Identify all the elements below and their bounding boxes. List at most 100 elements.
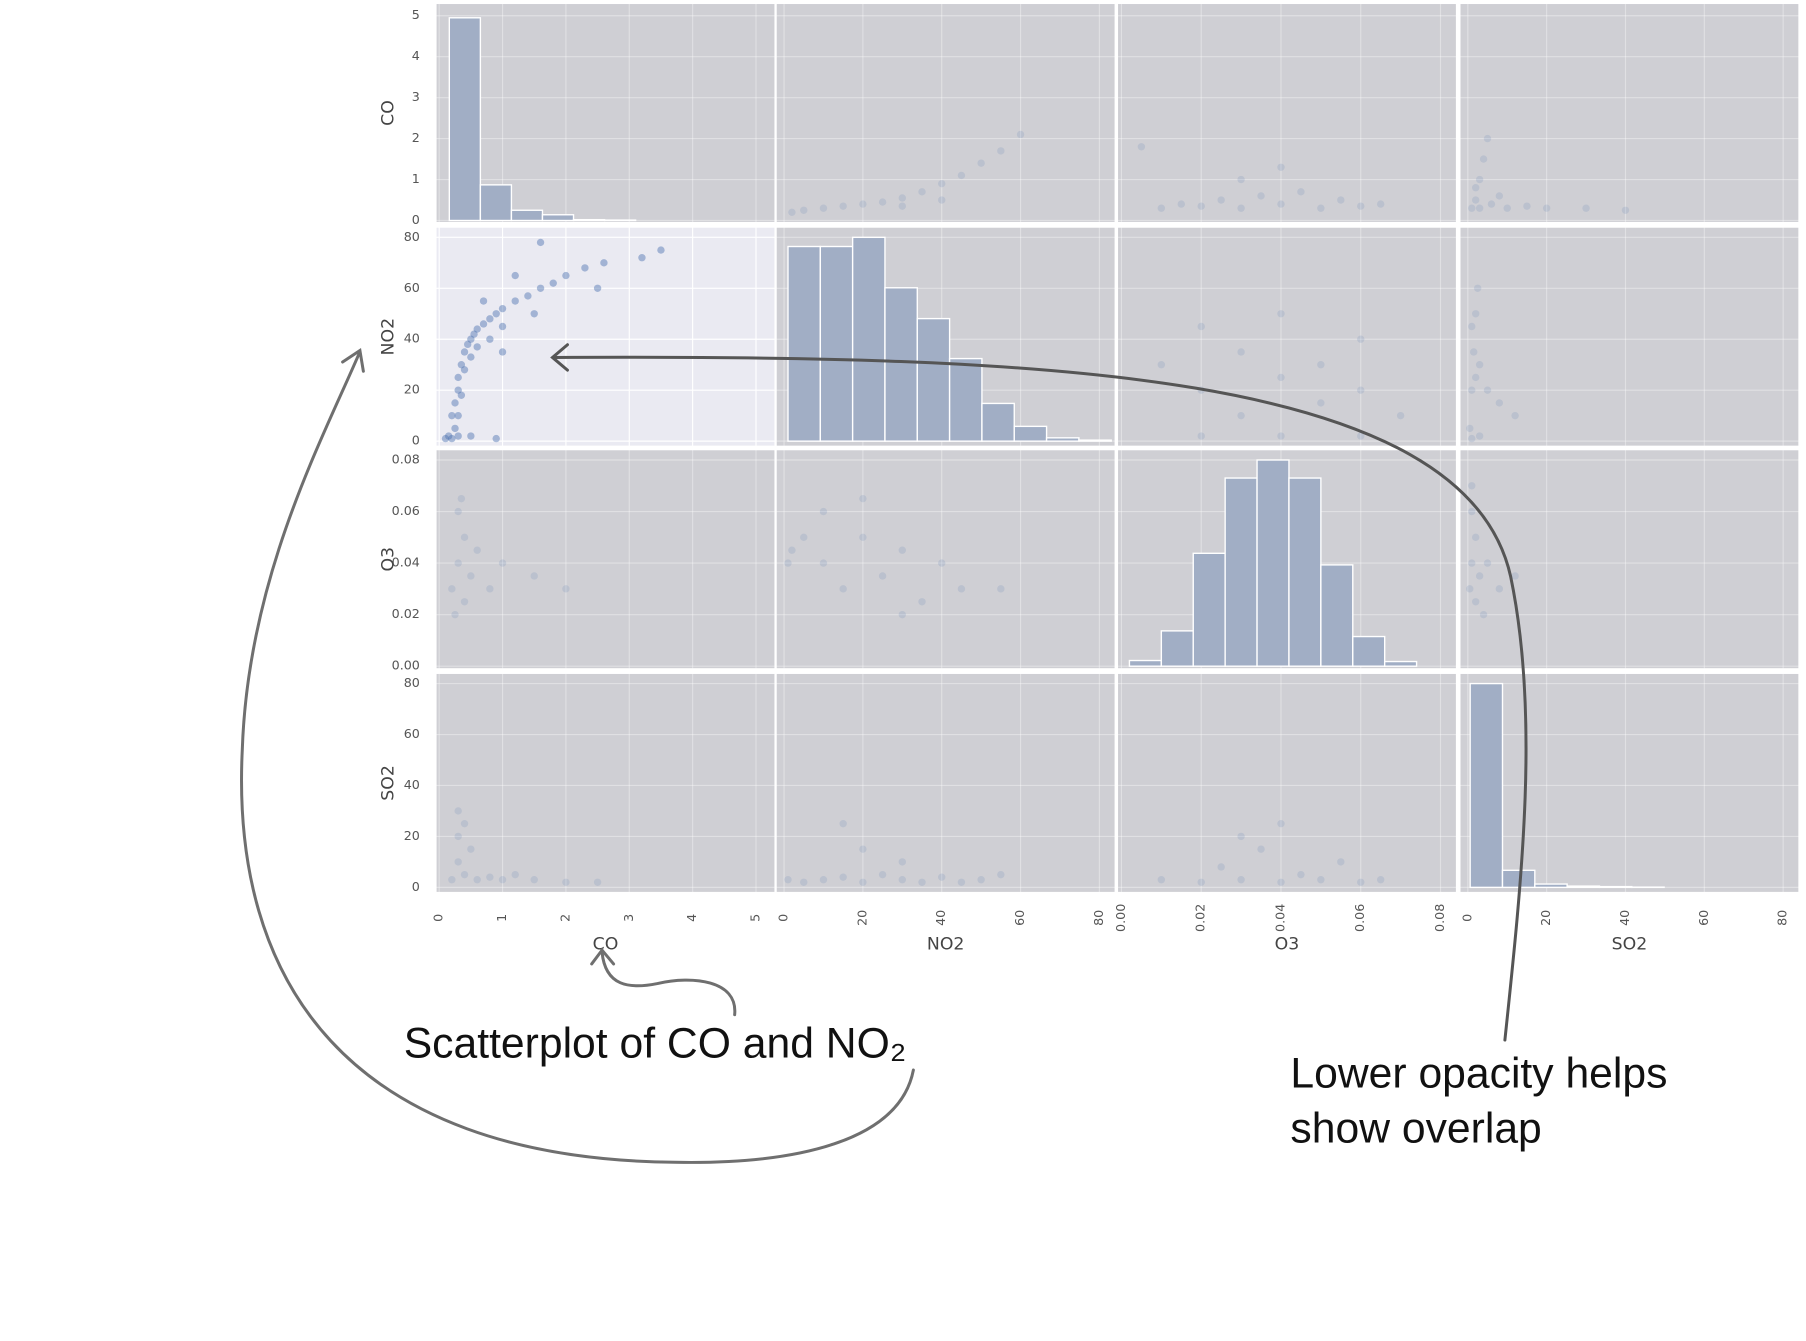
y-tick-label: 0 bbox=[412, 433, 420, 448]
scatter-point bbox=[977, 159, 985, 167]
scatter-point bbox=[467, 335, 475, 343]
histogram-bar bbox=[1160, 630, 1194, 667]
scatter-point bbox=[492, 434, 500, 443]
scatter-point bbox=[1495, 399, 1504, 407]
scatter-point bbox=[1468, 434, 1476, 443]
panel bbox=[1116, 2, 1458, 224]
panel-background bbox=[1459, 2, 1800, 224]
scatter-point bbox=[977, 876, 985, 884]
histogram-bar bbox=[1352, 635, 1386, 667]
scatter-point bbox=[898, 202, 906, 210]
scatter-point bbox=[1472, 373, 1480, 382]
scatter-point bbox=[638, 254, 646, 262]
scatter-point bbox=[938, 559, 946, 567]
scatter-point bbox=[957, 585, 966, 593]
scatter-point bbox=[593, 284, 602, 292]
scatter-point bbox=[600, 259, 608, 267]
scatter-point bbox=[467, 353, 475, 361]
scatter-point bbox=[562, 585, 570, 593]
scatter-point bbox=[1317, 876, 1325, 884]
scatter-point bbox=[1582, 204, 1590, 212]
scatter-point bbox=[1487, 200, 1496, 208]
scatter-point bbox=[1468, 507, 1476, 516]
scatter-point bbox=[1317, 204, 1325, 212]
scatter-point bbox=[1396, 411, 1405, 420]
histogram-bar bbox=[916, 317, 951, 442]
panel bbox=[1116, 226, 1458, 447]
scatter-point bbox=[479, 297, 488, 305]
scatter-point bbox=[878, 572, 887, 580]
histogram-bar bbox=[851, 236, 886, 442]
scatter-point bbox=[448, 585, 456, 593]
histogram-bar bbox=[1224, 477, 1258, 667]
scatter-point bbox=[1376, 200, 1385, 208]
scatter-point bbox=[938, 196, 946, 204]
x-tick-label: 80 bbox=[1091, 910, 1106, 926]
scatter-point bbox=[1157, 876, 1166, 884]
scatter-point bbox=[1479, 155, 1488, 163]
scatter-point bbox=[1357, 386, 1365, 394]
histogram-bar bbox=[1078, 439, 1112, 442]
x-tick-label: 20 bbox=[1538, 910, 1553, 926]
scatter-point bbox=[1197, 322, 1205, 331]
scatter-point bbox=[918, 598, 926, 606]
y-tick-label: 80 bbox=[404, 229, 420, 244]
scatter-point bbox=[788, 208, 796, 216]
scatter-point bbox=[839, 585, 847, 593]
scatter-point bbox=[1472, 598, 1480, 606]
histogram-bar bbox=[479, 184, 513, 222]
scatter-point bbox=[784, 559, 792, 567]
histogram-bar bbox=[1128, 659, 1163, 667]
scatter-point bbox=[957, 171, 966, 180]
scatter-point bbox=[859, 533, 867, 542]
scatter-point bbox=[1468, 204, 1476, 212]
y-axis-label: CO bbox=[379, 100, 399, 126]
panel bbox=[1116, 449, 1458, 670]
scatter-point bbox=[938, 873, 946, 881]
x-tick-label: 20 bbox=[854, 910, 869, 926]
scatter-point bbox=[562, 271, 570, 280]
scatter-point bbox=[479, 320, 488, 328]
scatter-point bbox=[536, 238, 545, 247]
scatter-point bbox=[1483, 386, 1492, 394]
panel-content bbox=[436, 449, 776, 669]
x-axis-label: SO2 bbox=[1612, 934, 1648, 954]
panel-content bbox=[776, 673, 1116, 893]
panel bbox=[775, 672, 1116, 894]
scatter-point bbox=[457, 391, 466, 399]
scatter-point bbox=[460, 366, 469, 374]
scatter-point bbox=[1472, 310, 1480, 318]
scatter-point bbox=[486, 873, 494, 881]
panel-background bbox=[1459, 672, 1800, 894]
scatter-point bbox=[788, 546, 796, 554]
x-tick-label: 0 bbox=[776, 914, 791, 922]
scatter-point bbox=[1157, 361, 1166, 369]
histogram-bar bbox=[510, 209, 544, 222]
scatter-point bbox=[454, 559, 462, 567]
x-tick-label: 80 bbox=[1775, 910, 1790, 926]
scatter-point bbox=[464, 340, 472, 349]
panel-content bbox=[1459, 227, 1799, 447]
x-tick-label: 60 bbox=[1696, 910, 1711, 926]
y-tick-label: 0.02 bbox=[392, 606, 420, 621]
scatter-point bbox=[448, 411, 456, 420]
x-tick-label: 0.00 bbox=[1113, 904, 1128, 932]
y-tick-label: 40 bbox=[404, 777, 420, 792]
scatter-point bbox=[1137, 143, 1146, 151]
histogram-bar bbox=[1383, 660, 1418, 667]
scatter-point bbox=[473, 343, 481, 351]
scatter-point bbox=[1237, 411, 1245, 420]
scatter-point bbox=[486, 315, 494, 323]
x-tick-label: 0 bbox=[431, 914, 446, 922]
scatter-point bbox=[1016, 130, 1025, 139]
scatter-point bbox=[1177, 200, 1185, 208]
y-axis-label: NO2 bbox=[379, 318, 399, 356]
scatter-point bbox=[444, 432, 453, 440]
scatter-point bbox=[839, 873, 847, 881]
panel-content bbox=[1117, 449, 1457, 669]
x-tick-label: 4 bbox=[684, 914, 699, 922]
scatter-point bbox=[898, 546, 906, 554]
scatter-point bbox=[1357, 202, 1365, 210]
panel-background bbox=[435, 449, 776, 670]
scatter-point bbox=[562, 878, 570, 886]
